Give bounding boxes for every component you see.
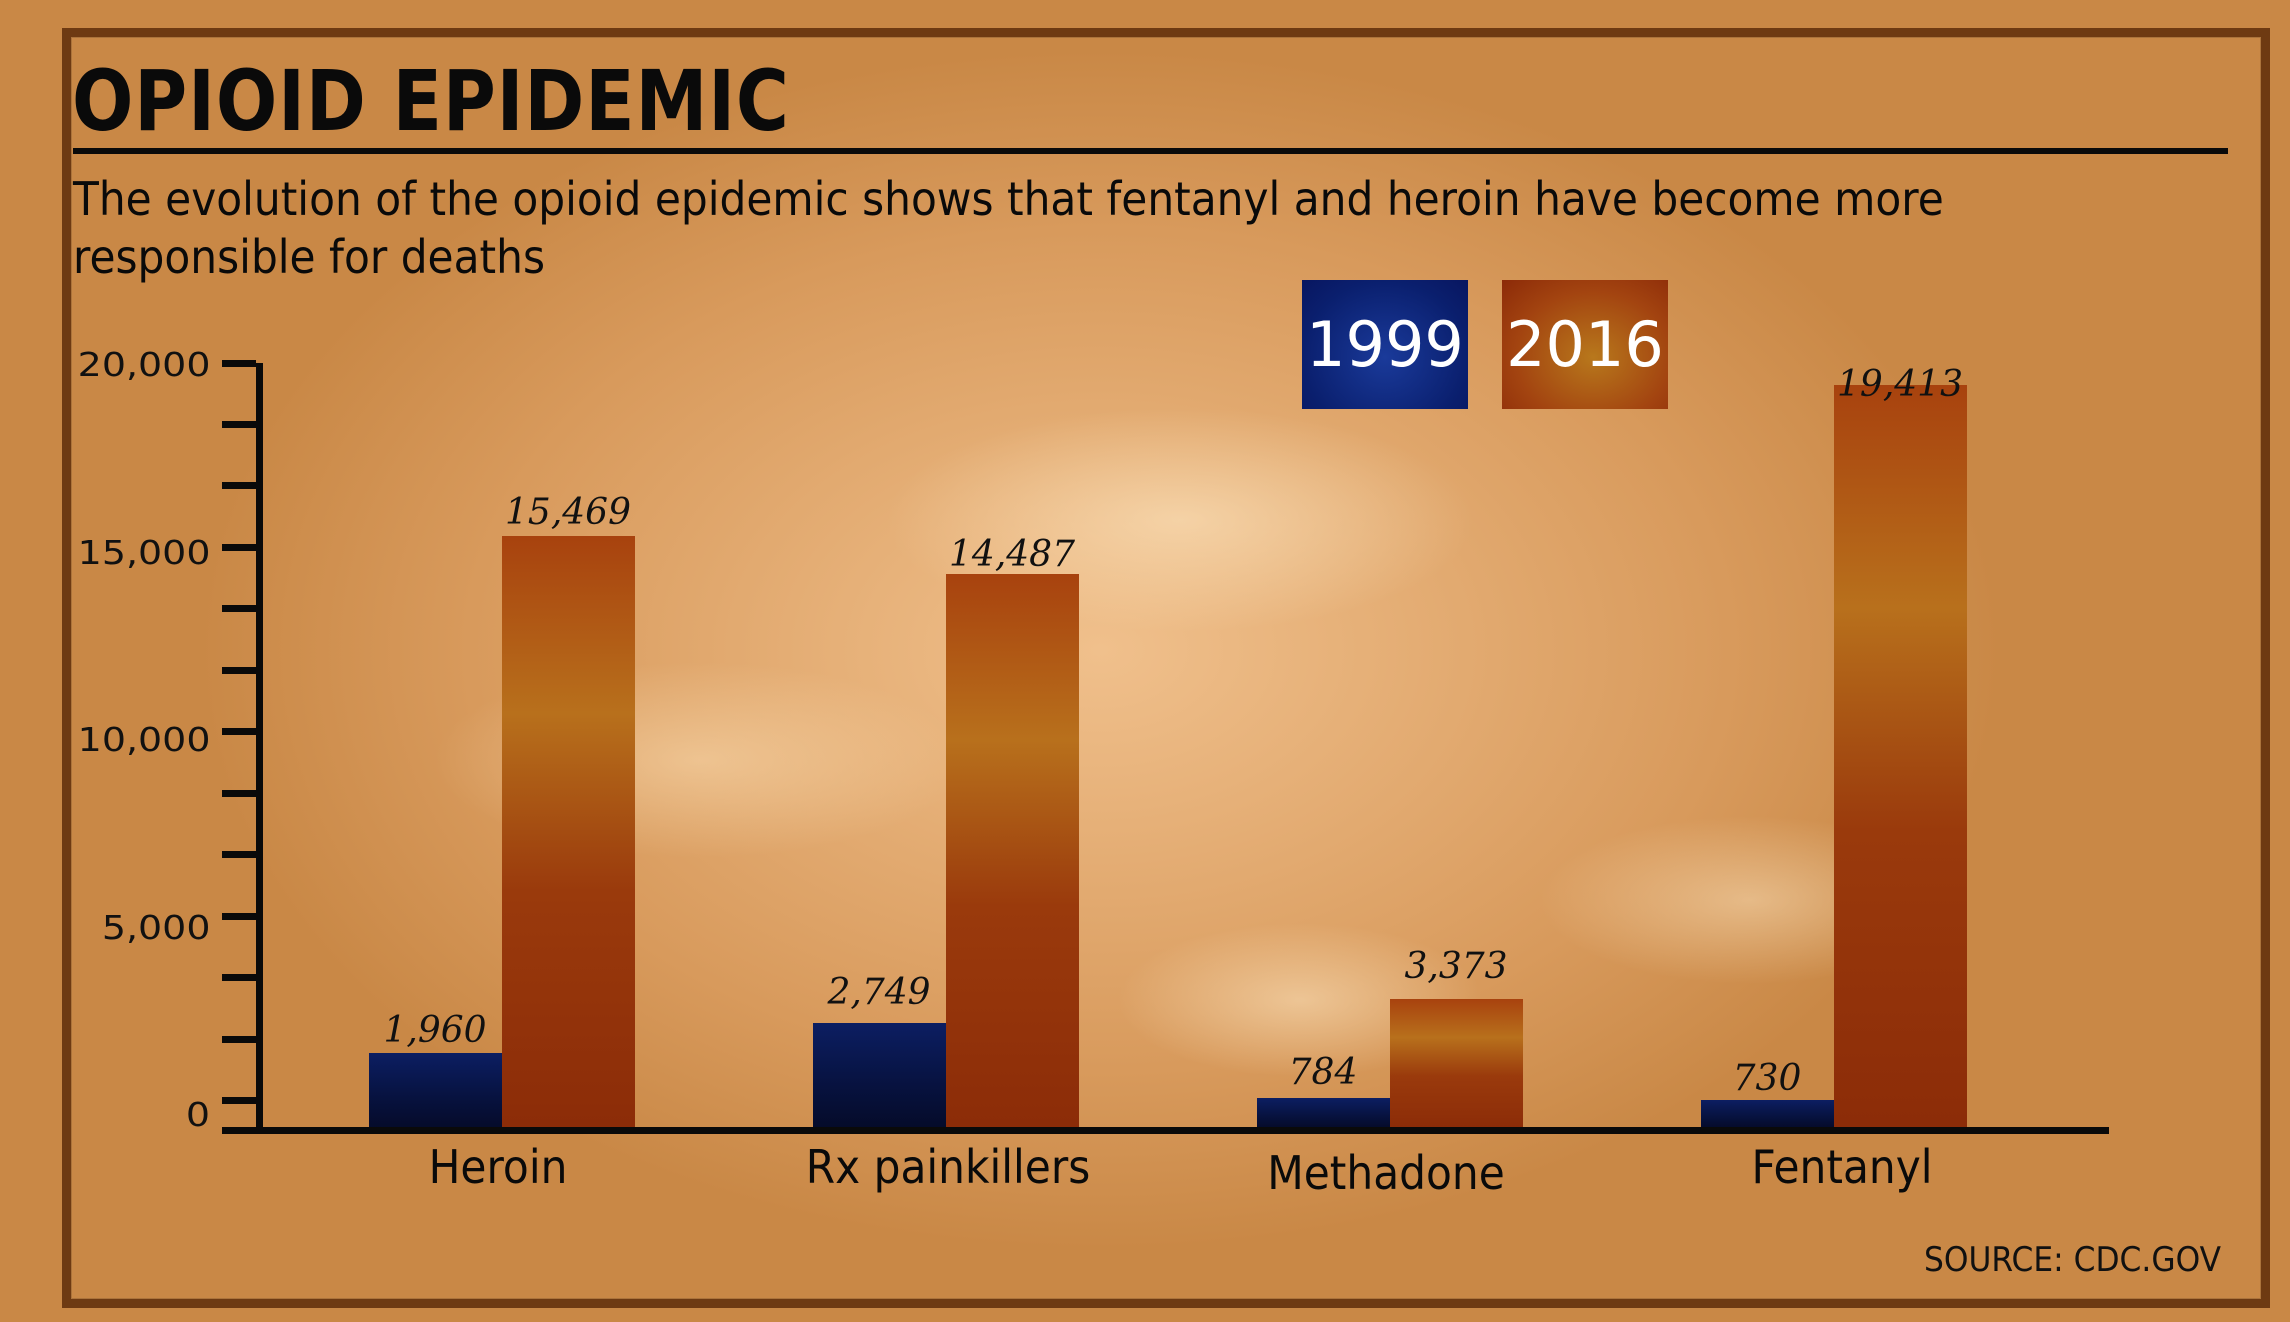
y-tick-label: 5,000 [101,908,210,947]
value-label-methadone-1999: 784 [1288,1052,1358,1093]
category-label-fentanyl: Fentanyl [1751,1140,1933,1194]
legend-label: 2016 [1506,308,1664,381]
y-tick-minor [222,1097,256,1104]
bar-heroin-2016 [502,536,635,1128]
y-tick-label: 15,000 [77,533,210,572]
value-label-methadone-2016: 3,373 [1404,946,1508,987]
y-tick-minor [222,421,256,428]
bar-heroin-1999 [369,1053,502,1128]
y-tick-major [222,605,256,612]
subtitle-line-1: The evolution of the opioid epidemic sho… [73,172,1944,226]
bar-methadone-1999 [1257,1098,1390,1128]
value-label-heroin-1999: 1,960 [383,1010,487,1051]
y-tick-major [222,728,256,735]
y-tick-label: 10,000 [77,720,210,759]
y-tick-major [222,360,256,367]
y-tick-minor [222,790,256,797]
x-axis [222,1127,2109,1134]
y-tick-major [222,482,256,489]
source-note: SOURCE: CDC.GOV [1924,1240,2222,1280]
y-tick-major [222,974,256,981]
bar-rx-painkillers-2016 [946,574,1079,1128]
category-label-heroin: Heroin [428,1140,568,1194]
chart-subtitle: The evolution of the opioid epidemic sho… [73,170,2097,286]
y-tick-major [222,851,256,858]
y-tick-label: 0 [185,1095,210,1134]
category-label-rx-painkillers: Rx painkillers [805,1140,1091,1194]
value-label-fentanyl-1999: 730 [1732,1058,1802,1099]
y-tick-minor [222,667,256,674]
y-axis [256,363,263,1133]
chart-title: OPIOID EPIDEMIC [72,52,790,150]
bar-fentanyl-1999 [1701,1100,1834,1128]
value-label-rx-painkillers-1999: 2,749 [827,972,931,1013]
y-tick-label: 20,000 [77,345,210,384]
legend-item-1999: 1999 [1302,280,1468,409]
subtitle-line-2: responsible for deaths [73,230,545,284]
category-label-methadone: Methadone [1267,1146,1505,1200]
value-label-heroin-2016: 15,469 [505,492,631,533]
value-label-rx-painkillers-2016: 14,487 [949,534,1075,575]
y-tick-minor [222,913,256,920]
bar-methadone-2016 [1390,999,1523,1128]
decorative-frame [62,28,2270,1308]
legend-item-2016: 2016 [1502,280,1668,409]
bar-rx-painkillers-1999 [813,1023,946,1128]
title-divider [73,148,2228,154]
value-label-fentanyl-2016: 19,413 [1837,364,1963,405]
y-tick-minor [222,1036,256,1043]
legend-label: 1999 [1306,308,1464,381]
bar-fentanyl-2016 [1834,385,1967,1128]
y-tick-minor [222,544,256,551]
